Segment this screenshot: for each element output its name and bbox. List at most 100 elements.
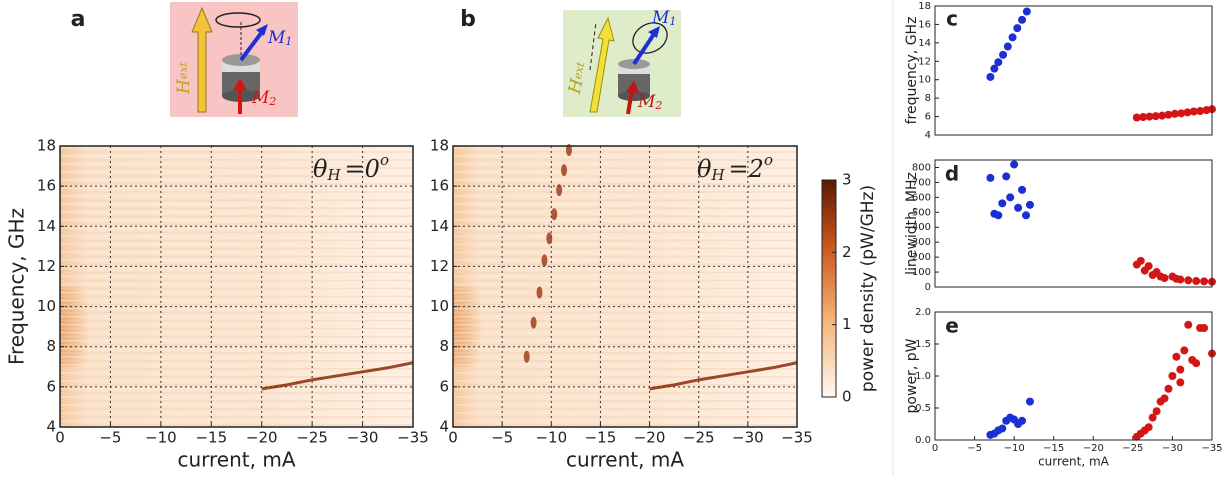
data-point xyxy=(1170,109,1179,118)
colorbar-tick-label: 3 xyxy=(842,171,852,189)
y-tick-label: 800 xyxy=(912,162,931,173)
x-tick-label: −35 xyxy=(1201,443,1222,454)
data-point xyxy=(1180,346,1189,355)
data-point xyxy=(1013,24,1022,33)
data-point xyxy=(1008,33,1017,42)
x-tick-label: −25 xyxy=(296,429,328,447)
plot-frame xyxy=(59,145,414,428)
panel-letter: b xyxy=(460,7,476,32)
y-tick-label: 1.5 xyxy=(915,339,931,350)
annotation: θH =0o xyxy=(313,151,389,184)
y-tick-label: 0 xyxy=(925,282,931,293)
data-point xyxy=(546,232,553,245)
data-point xyxy=(1176,378,1185,387)
data-line xyxy=(261,361,414,391)
x-tick-label: −10 xyxy=(535,429,567,447)
y-tick-label: 500 xyxy=(912,207,931,218)
x-tick-label: −35 xyxy=(397,429,429,447)
data-point xyxy=(536,286,543,299)
svg-text:M1: M1 xyxy=(651,8,676,29)
inset-label: 1 xyxy=(669,15,676,28)
y-tick-label: 6 xyxy=(46,377,56,395)
x-tick-label: −10 xyxy=(145,429,177,447)
svg-text:Hext: Hext xyxy=(564,60,591,97)
x-axis-label: current, mA xyxy=(177,448,295,472)
annotation-part: θ xyxy=(697,155,712,183)
panel-letter: d xyxy=(945,162,959,186)
annotation-part: θ xyxy=(313,155,328,183)
data-point xyxy=(541,254,548,267)
y-tick-label: 18 xyxy=(430,137,449,155)
y-tick-label: 4 xyxy=(439,418,449,436)
y-tick-label: 12 xyxy=(918,56,931,67)
y-tick-label: 4 xyxy=(46,418,56,436)
inset-label: M xyxy=(267,28,286,48)
y-tick-label: 8 xyxy=(439,337,449,355)
inset-label: 2 xyxy=(268,95,276,108)
data-point xyxy=(556,184,563,197)
inset-label: ext xyxy=(571,60,587,80)
annotation-part: o xyxy=(380,151,389,169)
heatmap-glow xyxy=(453,286,483,367)
y-tick-label: 16 xyxy=(37,177,56,195)
y-tick-label: 10 xyxy=(918,75,931,86)
annotation-part: =2 xyxy=(729,155,764,183)
y-tick-label: 8 xyxy=(46,337,56,355)
data-point xyxy=(1022,7,1031,16)
inset-label: H xyxy=(564,76,587,97)
data-point xyxy=(1139,113,1148,122)
data-point xyxy=(998,424,1007,433)
x-axis-label: current, mA xyxy=(1038,455,1110,469)
data-point xyxy=(1192,359,1201,368)
annotation-part: H xyxy=(710,166,725,184)
y-tick-label: 2.0 xyxy=(915,307,931,318)
data-point xyxy=(1151,112,1160,121)
y-tick-label: 18 xyxy=(37,137,56,155)
svg-text:M1: M1 xyxy=(267,28,292,49)
y-tick-label: 12 xyxy=(37,257,56,275)
inset-b: Hext M1 M2 xyxy=(563,8,681,117)
y-tick-label: 16 xyxy=(430,177,449,195)
data-point xyxy=(986,72,995,81)
data-point xyxy=(1006,193,1015,202)
data-point xyxy=(1192,277,1201,286)
data-point xyxy=(1172,352,1181,361)
x-tick-label: −30 xyxy=(732,429,764,447)
y-axis-label: power, pW xyxy=(904,338,920,413)
panel-letter: e xyxy=(945,314,959,338)
data-point xyxy=(1196,107,1205,116)
x-tick-label: −25 xyxy=(683,429,715,447)
plot-frame xyxy=(452,145,798,428)
data-point xyxy=(1003,42,1012,51)
data-point xyxy=(1136,256,1145,265)
data-point xyxy=(523,350,530,363)
data-point xyxy=(1168,372,1177,380)
plot-frame xyxy=(934,5,1213,136)
x-tick-label: −20 xyxy=(1083,443,1104,454)
annotation: θH =2o xyxy=(697,151,773,184)
data-point xyxy=(994,211,1003,220)
inset-label: M xyxy=(637,92,656,112)
annotation-part: o xyxy=(764,151,773,169)
data-point xyxy=(1176,365,1185,374)
plot-frame xyxy=(934,311,1213,441)
y-tick-label: 400 xyxy=(912,222,931,233)
data-point xyxy=(1018,416,1027,425)
data-point xyxy=(1160,274,1169,283)
x-tick-label: −30 xyxy=(1162,443,1183,454)
data-point xyxy=(994,58,1003,67)
data-point xyxy=(1022,211,1031,220)
x-axis-label: current, mA xyxy=(566,448,684,472)
y-axis-label: frequency, GHz xyxy=(904,17,920,125)
y-tick-label: 14 xyxy=(918,38,931,49)
y-tick-label: 14 xyxy=(37,217,56,235)
x-tick-label: −15 xyxy=(195,429,227,447)
colorbar-tick-label: 1 xyxy=(842,315,852,333)
colorbar-label: power density (pW/GHz) xyxy=(858,185,878,392)
svg-text:M2: M2 xyxy=(637,92,662,113)
inset-a: Hext M1 M2 xyxy=(170,2,298,117)
plot-area xyxy=(935,312,1212,440)
data-point xyxy=(1176,275,1185,284)
x-tick-label: −15 xyxy=(585,429,617,447)
